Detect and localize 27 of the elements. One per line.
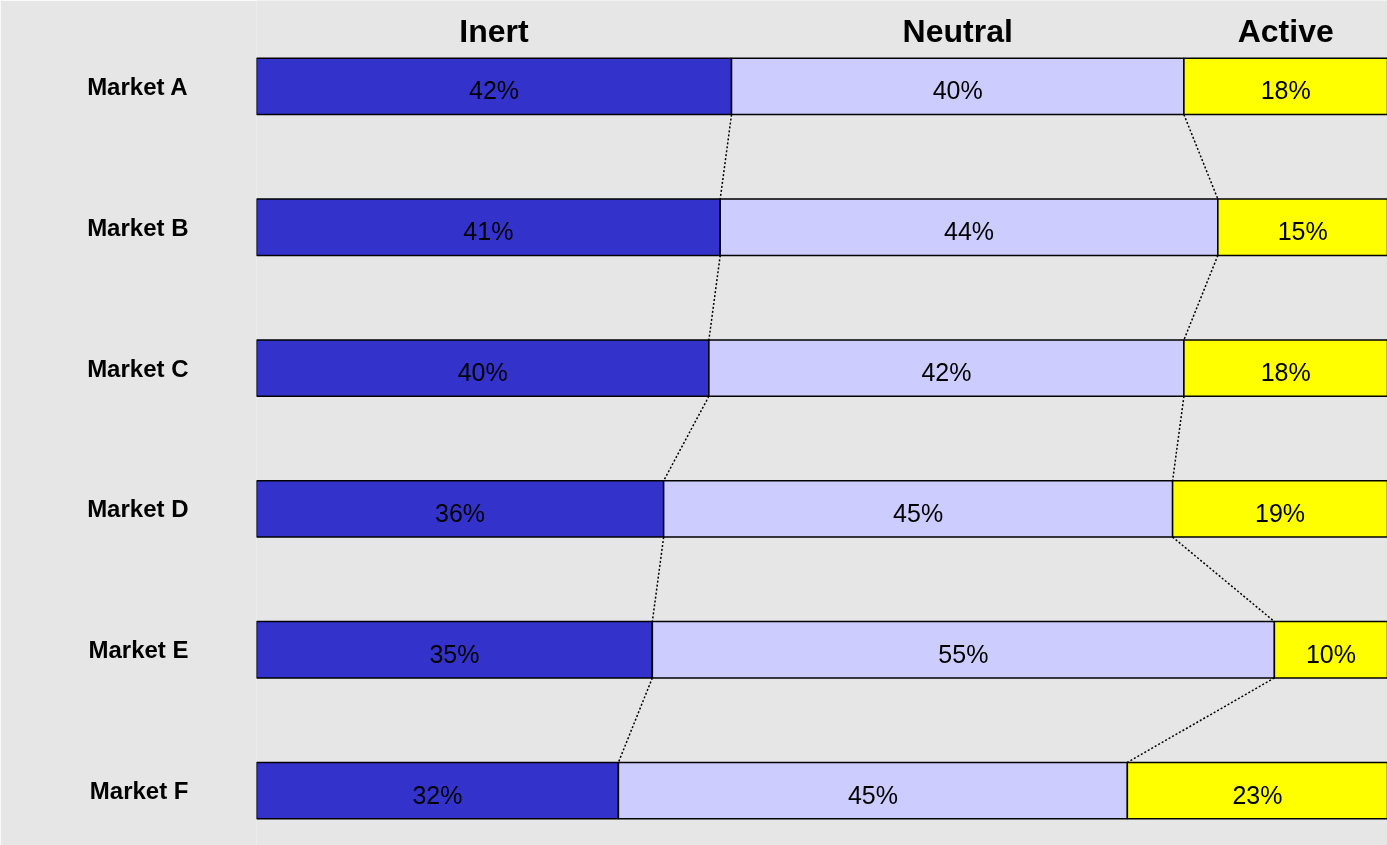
y-tick-label: Market F: [89, 777, 189, 805]
data-label: 40%: [457, 358, 508, 387]
data-label: 42%: [921, 358, 972, 387]
y-tick-label: Market C: [87, 354, 189, 382]
data-label: 55%: [938, 639, 989, 668]
data-label: 35%: [429, 639, 480, 668]
data-label: 45%: [847, 780, 898, 809]
data-label: 23%: [1232, 780, 1283, 809]
data-label: 45%: [893, 498, 944, 527]
y-tick-label: Market A: [87, 72, 188, 100]
series-label: Neutral: [902, 13, 1013, 50]
data-label: 40%: [932, 76, 983, 105]
data-label: 18%: [1260, 76, 1311, 105]
data-label: 15%: [1277, 217, 1328, 246]
y-tick-label: Market B: [87, 213, 189, 241]
data-label: 42%: [468, 76, 520, 105]
data-label: 32%: [412, 780, 463, 809]
data-label: 36%: [435, 498, 486, 527]
series-label: Active: [1237, 13, 1334, 50]
data-label: 18%: [1260, 358, 1311, 387]
data-label: 10%: [1305, 639, 1356, 668]
data-label: 19%: [1255, 498, 1306, 527]
data-label: 44%: [944, 217, 995, 246]
y-tick-label: Market D: [87, 495, 189, 523]
y-tick-label: Market E: [88, 636, 189, 664]
series-label: Inert: [459, 13, 530, 50]
data-label: 41%: [463, 217, 514, 246]
